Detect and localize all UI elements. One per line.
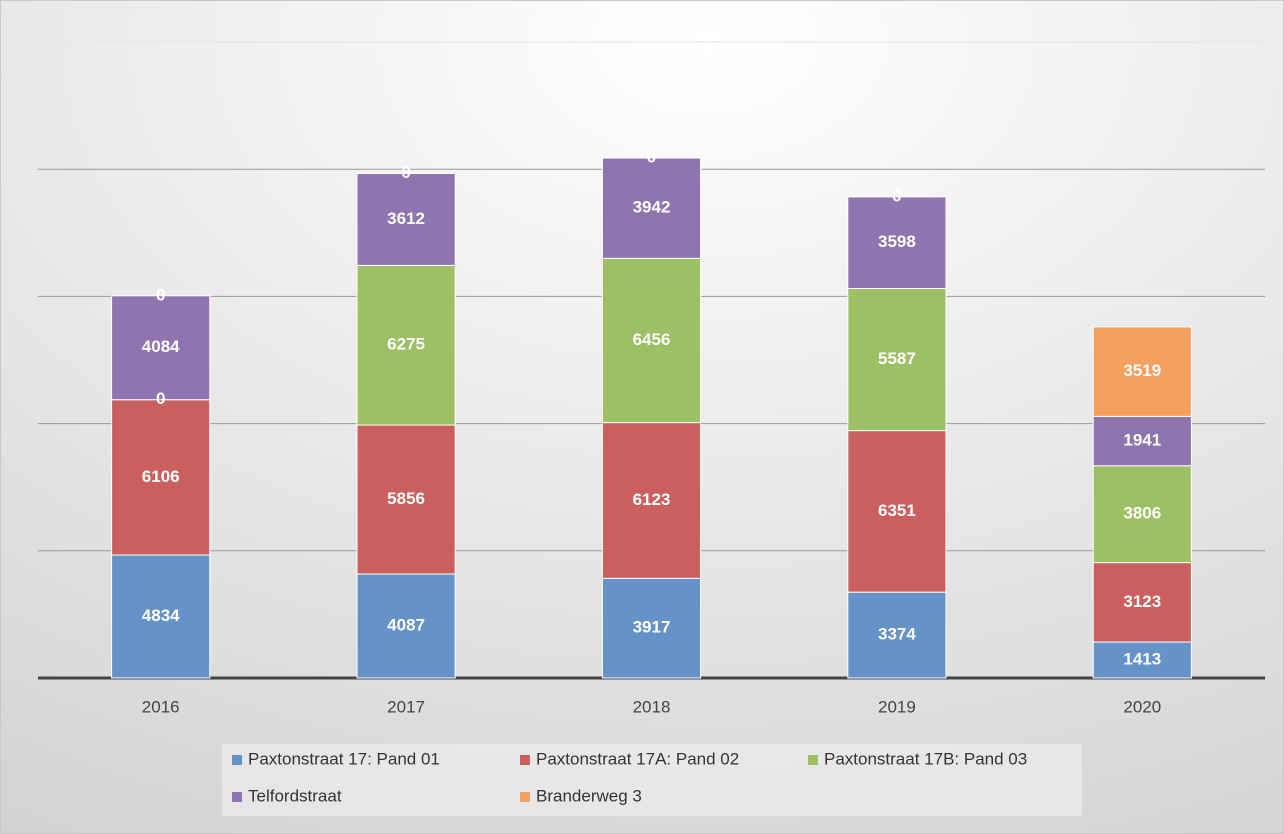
- bar-segment: [111, 399, 211, 556]
- value-label: 3598: [878, 232, 916, 251]
- x-tick-label: 2017: [387, 697, 425, 716]
- bar-segment: [847, 591, 947, 679]
- value-label: 4084: [142, 337, 180, 356]
- legend-swatch: [520, 755, 530, 765]
- bar-segment: [1092, 465, 1192, 564]
- bar-segment: [356, 173, 456, 266]
- value-label: 0: [892, 186, 901, 205]
- x-tick-label: 2020: [1123, 697, 1161, 716]
- legend-label: Paxtonstraat 17B: Pand 03: [824, 749, 1027, 768]
- value-label: 3612: [387, 209, 425, 228]
- legend-label: Paxtonstraat 17: Pand 01: [248, 749, 440, 768]
- bar-segment: [847, 196, 947, 289]
- value-label: 6351: [878, 501, 916, 520]
- value-label: 5587: [878, 349, 916, 368]
- value-label: 6275: [387, 335, 425, 354]
- legend-label: Branderweg 3: [536, 786, 642, 805]
- value-label: 4834: [142, 606, 180, 625]
- legend: Paxtonstraat 17: Pand 01 Paxtonstraat 17A…: [232, 749, 1027, 805]
- bar-segment: [1092, 641, 1192, 679]
- x-tick-label: 2018: [633, 697, 671, 716]
- value-label: 3374: [878, 625, 916, 644]
- value-label: 6456: [633, 330, 671, 349]
- value-label: 3123: [1123, 592, 1161, 611]
- value-label: 3519: [1123, 361, 1161, 380]
- bar-segment: [1092, 415, 1192, 467]
- legend-swatch: [808, 755, 818, 765]
- bar-segment: [1092, 326, 1192, 417]
- value-label: 3806: [1123, 504, 1161, 523]
- value-label: 0: [647, 148, 656, 167]
- legend-label: Telfordstraat: [248, 786, 342, 805]
- value-label: 1941: [1123, 431, 1161, 450]
- value-label: 6106: [142, 467, 180, 486]
- x-tick-label: 2016: [142, 697, 180, 716]
- value-label: 3942: [633, 198, 671, 217]
- bar-segment: [111, 295, 211, 401]
- bar-segment: [601, 157, 702, 259]
- bar-segment: [601, 422, 702, 579]
- labels: 2016 4834 6106 0 4084 0 2017 4087 5856 6275 3612 0 2…: [142, 148, 1161, 717]
- x-tick-label: 2019: [878, 697, 916, 716]
- bar-segment: [847, 287, 947, 432]
- bar-segment: [356, 573, 456, 679]
- value-label: 0: [156, 389, 165, 408]
- value-label: 5856: [387, 489, 425, 508]
- bar-segment: [111, 554, 211, 679]
- legend-box: [222, 744, 1082, 816]
- bar-segment: [601, 577, 702, 679]
- value-label: 6123: [633, 490, 671, 509]
- legend-swatch: [520, 792, 530, 802]
- legend-swatch: [232, 792, 242, 802]
- legend-swatch: [232, 755, 242, 765]
- legend-label: Paxtonstraat 17A: Pand 02: [536, 749, 739, 768]
- bar-segment: [847, 430, 947, 593]
- value-label: 0: [156, 285, 165, 304]
- value-label: 1413: [1123, 650, 1161, 669]
- bars: [111, 157, 1192, 679]
- value-label: 3917: [633, 618, 671, 637]
- value-label: 4087: [387, 615, 425, 634]
- bar-segment: [356, 424, 456, 575]
- value-label: 0: [401, 163, 410, 182]
- bar-segment: [1092, 562, 1192, 643]
